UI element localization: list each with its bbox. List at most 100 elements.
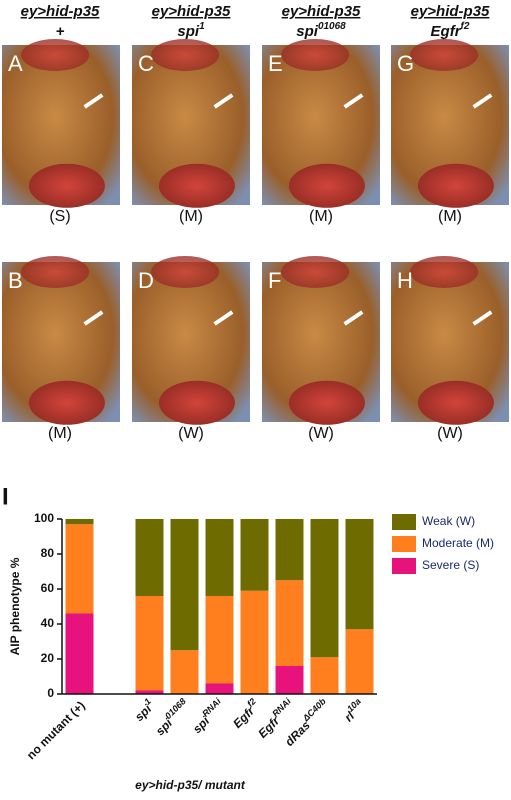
y-tick-label: 20 [41,651,55,665]
fly-eye [21,39,90,71]
y-axis-label: AIP phenotype % [8,557,22,655]
fly-eye [288,380,365,425]
x-tick-label: Egfrf2 [228,696,263,731]
fly-eye [288,163,365,208]
allele: spi01068 [296,21,346,40]
x-tick-label: spi01068 [151,696,193,738]
bar-segment [310,519,339,658]
bar-segment [135,596,164,691]
bar-segment [205,519,234,596]
y-tick-label: 40 [41,616,55,630]
allele-superscript: 01068 [318,21,346,32]
legend-label: Moderate (M) [422,536,494,550]
fly-eye [281,256,350,288]
legend-label: Severe (S) [422,558,479,572]
legend-swatch [392,558,416,574]
fly-eye [158,380,235,425]
fly-eye [158,163,235,208]
panel-letter: E [268,51,283,76]
panel-letter: H [397,268,413,293]
allele-name: + [56,23,65,40]
fly-eye [21,256,90,288]
panel-letter: B [8,268,23,293]
allele-name: Egfr [431,23,462,40]
panel-letter: I [2,483,9,510]
allele-superscript: 1 [199,21,205,32]
fly-eye [281,39,350,71]
bar-segment [65,519,94,525]
panel-letter: F [268,268,281,293]
x-tick-label: no mutant (+) [24,698,88,762]
category-name: no mutant (+) [24,698,88,762]
fly-eye [417,163,494,208]
x-tick-label: rl10a [340,696,368,724]
allele-superscript: f2 [461,21,470,32]
allele: spi1 [177,21,205,40]
panel-letter: C [138,51,154,76]
phenotype-label: (W) [437,425,463,442]
legend-swatch [392,514,416,530]
arrow [343,310,364,326]
arrow [213,93,234,109]
y-tick-label: 100 [34,511,54,525]
genotype: ey>hid-p35 [152,3,231,20]
phenotype-label: (W) [178,425,204,442]
arrow [472,93,493,109]
bar-segment [275,580,304,666]
bar-segment [345,519,374,630]
bar-segment [345,629,374,694]
fly-eye [28,380,105,425]
bar-segment [240,519,269,591]
panel-letter: A [8,51,23,76]
bar-segment [275,519,304,581]
legend-swatch [392,536,416,552]
allele-name: spi [177,23,200,40]
arrow [213,310,234,326]
allele: Egfrf2 [431,21,470,40]
genotype: ey>hid-p35 [282,3,361,20]
y-tick-label: 0 [47,686,54,700]
bar-segment [205,683,234,694]
legend-label: Weak (W) [422,514,475,528]
fly-eye [410,39,479,71]
bar-segment [135,690,164,694]
genotype: ey>hid-p35 [21,3,100,20]
x-tick-label: spi1 [130,696,158,724]
bar-segment [135,519,164,596]
phenotype-label: (M) [179,208,203,225]
phenotype-label: (M) [48,425,72,442]
phenotype-label: (M) [309,208,333,225]
bar-segment [65,524,94,614]
fly-eye [151,256,220,288]
panel-letter: D [138,268,154,293]
arrow [472,310,493,326]
genotype: ey>hid-p35 [411,3,490,20]
fly-eye [28,163,105,208]
fly-eye [151,39,220,71]
bar-segment [65,613,94,694]
category-superscript: ΔC40b [300,696,328,724]
bar-segment [310,657,339,694]
y-tick-label: 80 [41,546,55,560]
allele: + [56,23,65,40]
category-superscript: RNAi [270,696,293,719]
bar-segment [170,519,199,651]
fly-eye [417,380,494,425]
category-superscript: 01068 [163,696,188,721]
category-superscript: 1 [142,696,153,707]
category-superscript: RNAi [200,696,223,719]
x-tick-label: spiRNAi [188,696,228,736]
phenotype-label: (M) [438,208,462,225]
x-axis-label: ey>hid-p35/ mutant [135,778,246,792]
arrow [83,93,104,109]
allele-name: spi [296,23,319,40]
fly-eye [410,256,479,288]
bar-segment [205,596,234,684]
bar-segment [240,590,269,694]
phenotype-label: (S) [49,208,70,225]
y-tick-label: 60 [41,581,55,595]
panel-letter: G [397,51,414,76]
bar-segment [170,650,199,694]
arrow [343,93,364,109]
